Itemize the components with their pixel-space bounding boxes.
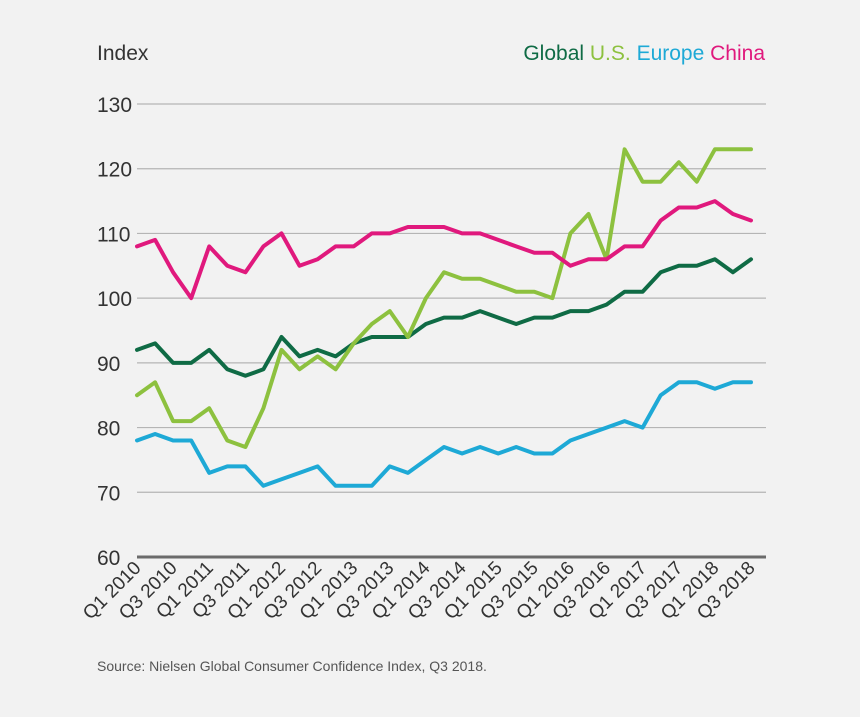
y-tick-label: 130: [97, 94, 132, 117]
legend-entry-global: Global: [523, 42, 584, 65]
y-tick-label: 120: [97, 159, 132, 182]
series-line-global: [135, 257, 753, 378]
y-tick-label: 70: [97, 482, 120, 505]
y-tick-label: 110: [97, 223, 130, 246]
series-line-europe: [135, 380, 753, 488]
y-tick-label: 80: [97, 418, 120, 441]
gridlines: [137, 103, 766, 559]
y-tick-label: 90: [97, 353, 120, 376]
source-note: Source: Nielsen Global Consumer Confiden…: [97, 658, 487, 674]
legend-entry-europe: Europe: [631, 42, 705, 65]
series-lines: [135, 147, 753, 488]
legend: Global U.S. Europe China: [523, 42, 765, 65]
y-axis-label: Index: [97, 42, 149, 65]
legend-entries: Global U.S. Europe China: [523, 42, 765, 65]
y-tick-label: 100: [97, 288, 132, 311]
legend-entry-u-s: U.S.: [584, 42, 631, 65]
y-tick-label: 60: [97, 547, 120, 570]
series-line-u-s: [135, 147, 753, 449]
y-axis-ticks: 60 70 80 90 100 110 120 130: [97, 94, 132, 570]
series-line-china: [135, 199, 753, 301]
legend-entry-china: China: [704, 42, 765, 65]
